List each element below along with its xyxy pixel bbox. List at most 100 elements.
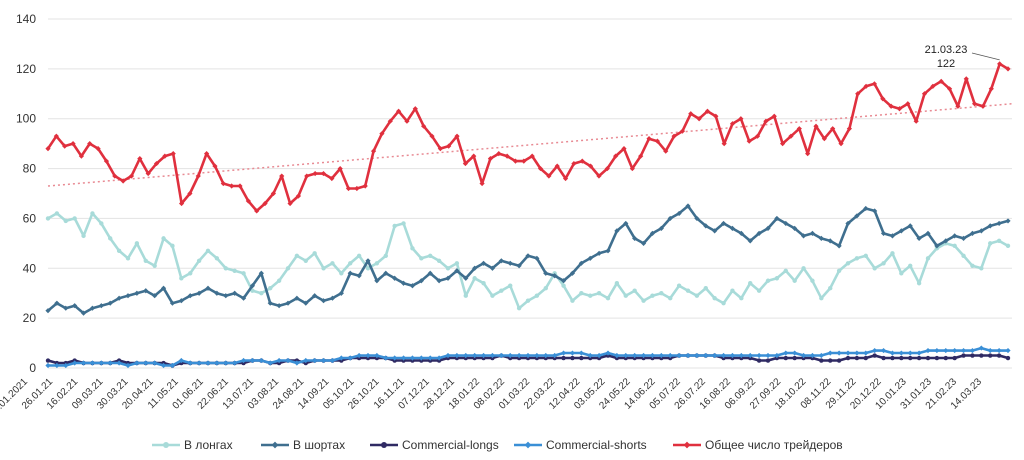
data-point — [365, 266, 371, 271]
data-point — [872, 353, 877, 358]
data-point — [845, 261, 851, 266]
data-point — [400, 355, 407, 361]
data-point — [916, 355, 922, 361]
data-point — [988, 241, 993, 246]
data-point — [454, 352, 460, 359]
data-point — [899, 355, 904, 361]
data-point — [780, 141, 786, 147]
data-point — [240, 357, 247, 364]
data-point — [232, 290, 238, 296]
data-point — [890, 355, 895, 361]
data-point — [162, 153, 168, 159]
data-point — [713, 113, 719, 119]
data-point — [80, 310, 87, 316]
data-point — [783, 220, 789, 227]
data-point — [337, 165, 343, 172]
data-point — [934, 355, 940, 361]
data-point — [45, 362, 51, 369]
data-point — [195, 173, 201, 179]
data-point — [960, 235, 967, 241]
data-point — [810, 278, 815, 283]
data-point — [45, 308, 51, 314]
data-point — [95, 146, 101, 152]
data-point — [1005, 218, 1011, 224]
legend-marker — [163, 442, 169, 448]
data-point — [836, 350, 842, 356]
data-point — [409, 283, 416, 289]
data-point — [529, 153, 535, 159]
data-point — [212, 163, 218, 169]
data-point — [805, 151, 811, 157]
data-point — [632, 288, 637, 293]
data-point — [916, 350, 922, 356]
data-point — [480, 260, 487, 266]
data-point — [249, 283, 256, 289]
data-point — [946, 86, 953, 92]
data-point — [988, 86, 994, 92]
data-point — [872, 266, 877, 271]
data-point — [1005, 347, 1011, 354]
data-point — [45, 358, 51, 363]
data-point — [765, 352, 771, 359]
gridlines — [48, 18, 1012, 369]
data-point — [338, 290, 344, 296]
data-point — [579, 291, 584, 296]
data-point — [365, 352, 371, 359]
data-point — [969, 347, 976, 354]
data-point — [821, 136, 827, 142]
data-point — [988, 353, 993, 358]
data-point — [703, 286, 708, 291]
data-point — [596, 250, 602, 256]
data-point — [952, 355, 957, 361]
data-point — [312, 170, 318, 177]
data-point — [578, 350, 584, 356]
data-point — [872, 347, 878, 354]
data-point — [53, 133, 59, 139]
data-point — [525, 298, 531, 303]
data-point — [854, 213, 860, 219]
data-point — [554, 163, 560, 169]
data-point — [412, 106, 418, 112]
data-point — [471, 153, 477, 159]
data-point — [792, 225, 798, 231]
data-point — [508, 283, 513, 288]
data-point — [516, 263, 522, 269]
legend-label: В лонгах — [184, 438, 233, 452]
data-point — [262, 200, 268, 207]
data-point — [276, 357, 282, 364]
data-point — [720, 352, 727, 359]
data-point — [63, 305, 69, 311]
data-point — [667, 352, 673, 359]
data-point — [329, 295, 336, 301]
data-point — [472, 265, 478, 271]
data-point — [738, 352, 744, 359]
data-point — [561, 283, 566, 288]
data-point — [160, 285, 167, 291]
data-point — [863, 350, 869, 356]
data-point — [801, 266, 806, 271]
data-point — [623, 220, 629, 227]
data-point — [1005, 243, 1011, 249]
data-point — [54, 300, 60, 306]
y-tick-label: 100 — [16, 112, 36, 126]
data-point — [765, 278, 771, 283]
legend-label: Общее число трейдеров — [705, 438, 843, 452]
data-point — [276, 278, 282, 283]
data-point — [410, 246, 415, 251]
data-point — [356, 273, 362, 279]
data-point — [170, 243, 175, 249]
data-point — [80, 360, 87, 366]
data-point — [472, 352, 478, 359]
data-point — [99, 221, 104, 226]
data-point — [329, 175, 335, 182]
data-point — [62, 143, 68, 149]
data-point — [771, 113, 777, 119]
data-point — [365, 258, 371, 264]
data-point — [537, 165, 544, 172]
data-point — [107, 300, 113, 306]
data-point — [836, 268, 842, 273]
data-point — [267, 360, 273, 366]
data-point — [446, 143, 452, 149]
data-point — [534, 352, 540, 359]
data-point — [952, 243, 957, 249]
